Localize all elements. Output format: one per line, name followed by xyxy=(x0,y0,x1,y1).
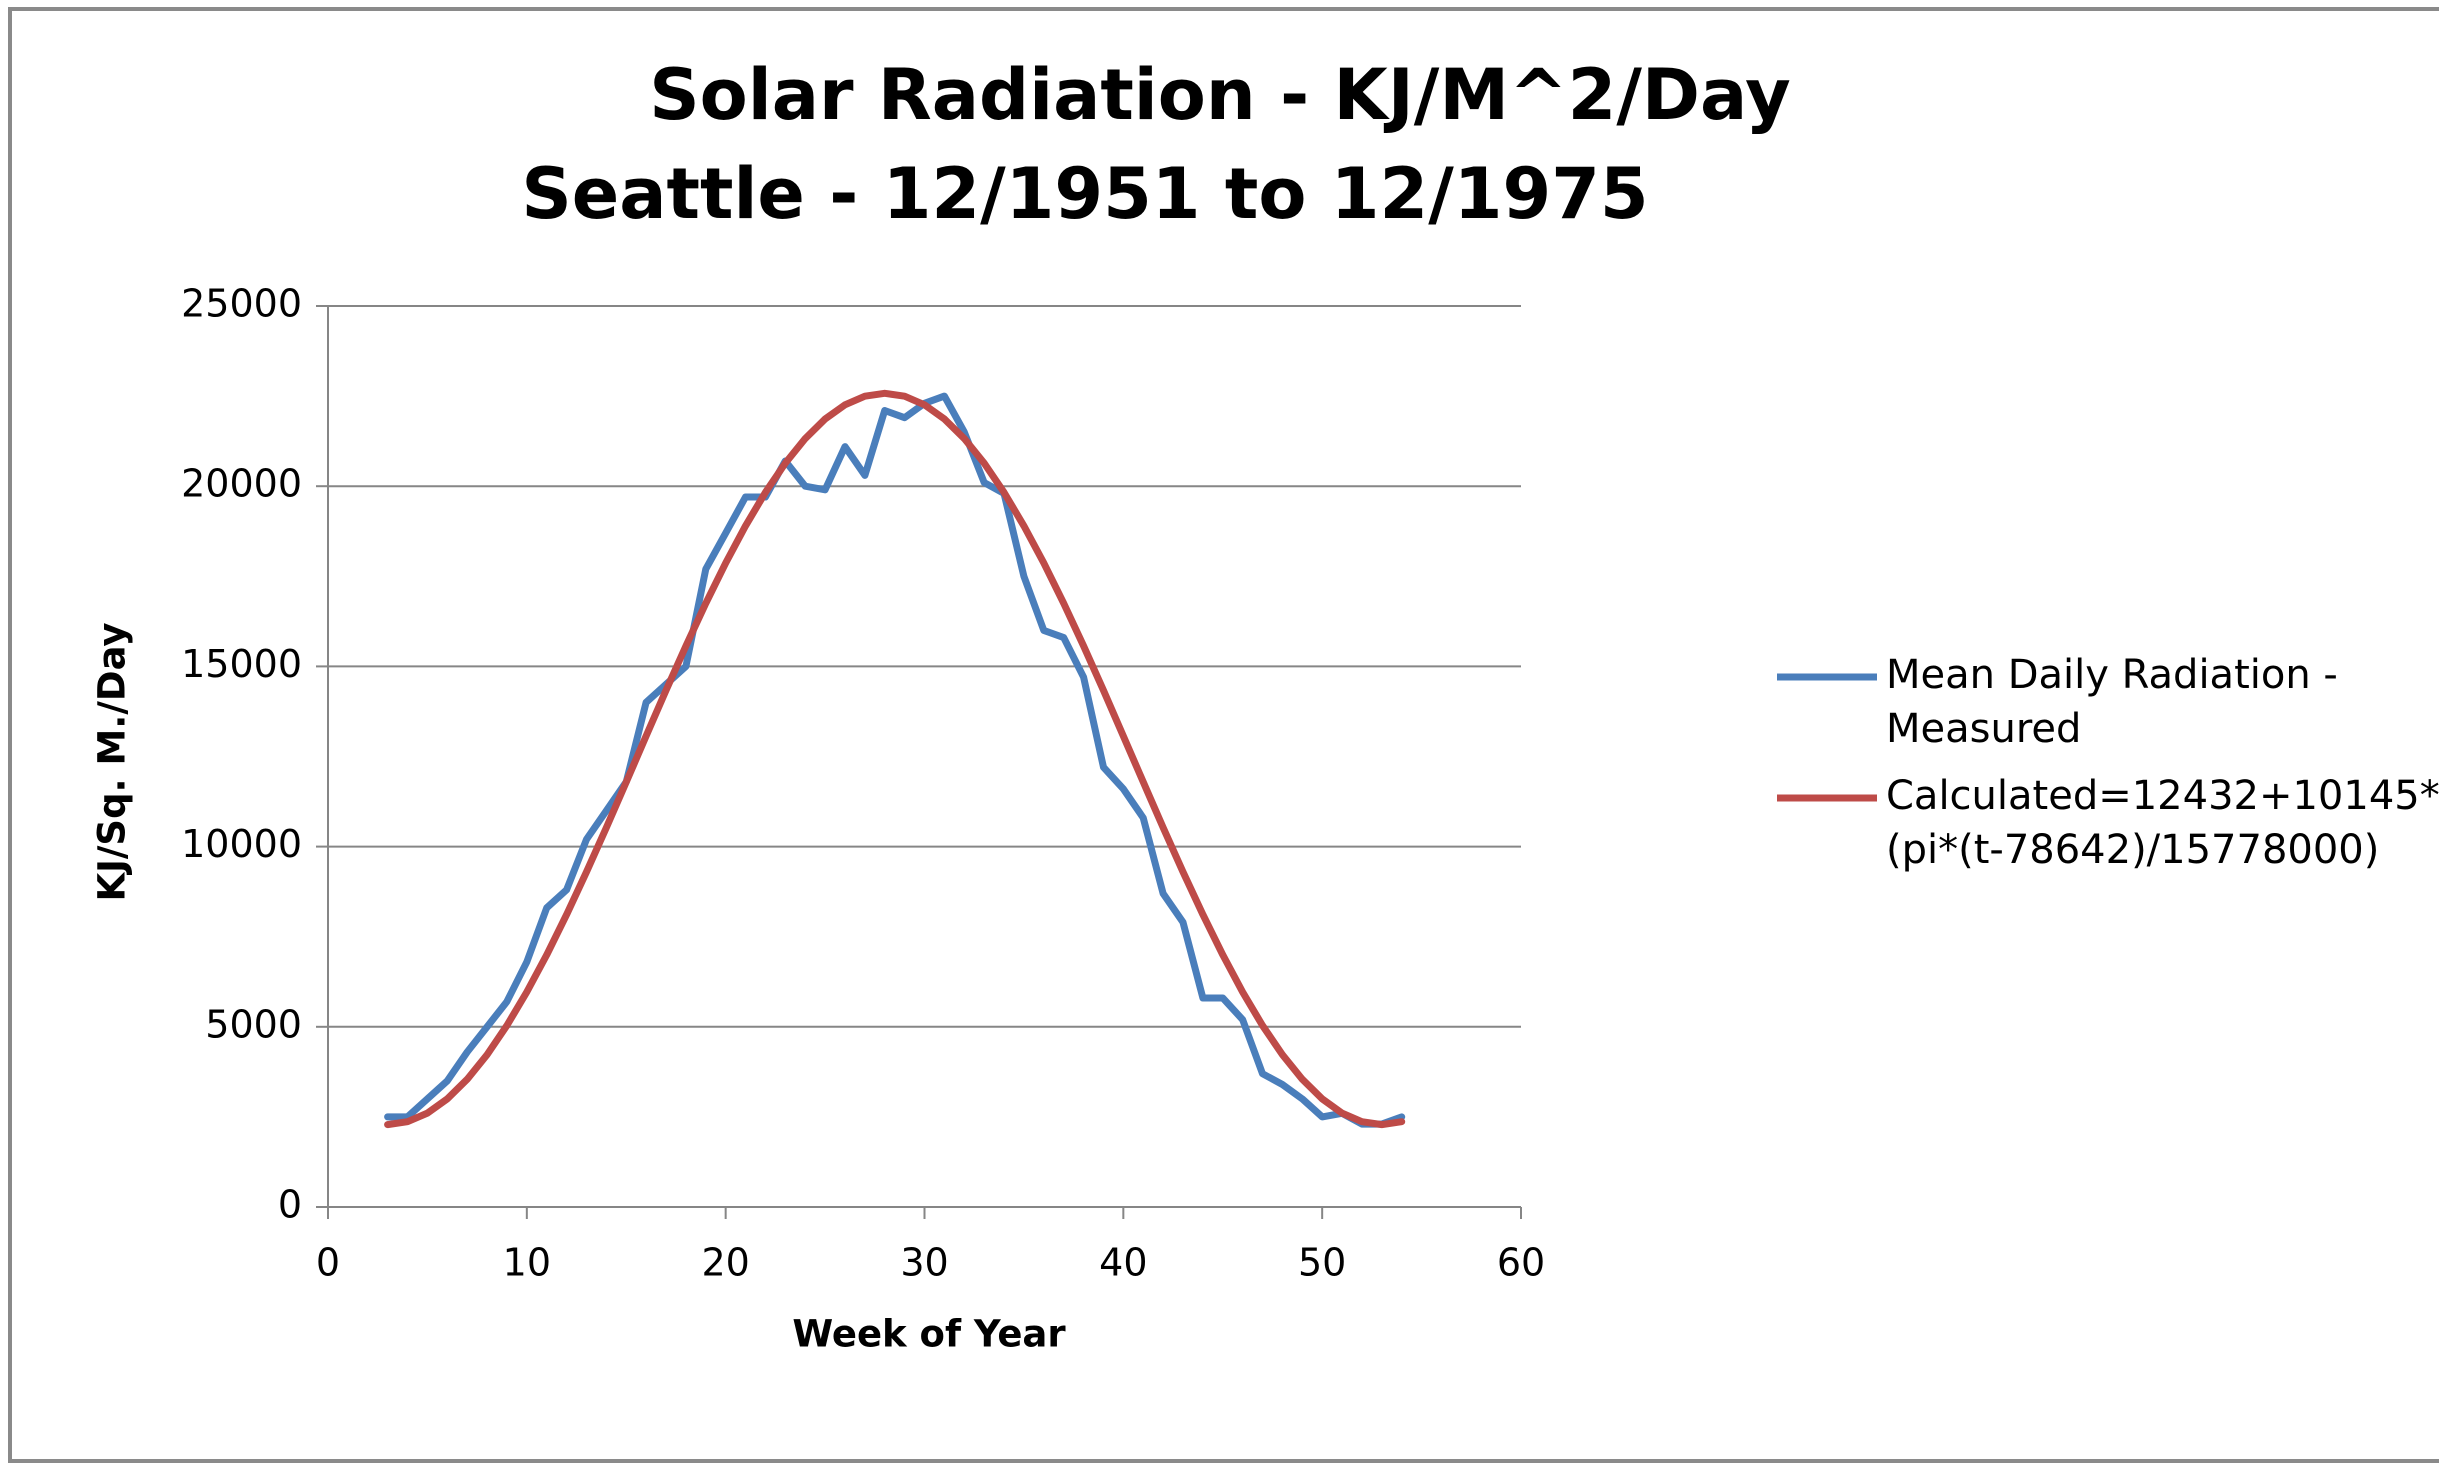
series-line xyxy=(384,389,1406,1129)
x-axis-title: Week of Year xyxy=(792,1313,1066,1356)
y-tick-label: 25000 xyxy=(181,282,302,326)
y-tick-label: 20000 xyxy=(181,462,302,506)
x-tick-label: 20 xyxy=(701,1241,749,1285)
legend-label: Calculated=12432+10145*sin(pi*(t-78642)/… xyxy=(1886,773,2439,873)
y-axis-title: KJ/Sq. M./Day xyxy=(91,622,134,901)
x-tick-label: 60 xyxy=(1497,1241,1545,1285)
chart-subtitle: Seattle - 12/1951 to 12/1975 xyxy=(521,153,1648,235)
chart-frame xyxy=(8,7,2439,1463)
y-tick-label: 15000 xyxy=(181,642,302,686)
x-tick-label: 10 xyxy=(503,1241,551,1285)
x-tick-label: 30 xyxy=(900,1241,948,1285)
y-tick-label: 0 xyxy=(278,1183,302,1227)
legend-entry: Calculated=12432+10145*sin(pi*(t-78642)/… xyxy=(1886,773,2439,873)
chart-title: Solar Radiation - KJ/M^2/Day xyxy=(649,54,1791,136)
series-line xyxy=(384,392,1406,1128)
y-tick-label: 10000 xyxy=(181,822,302,866)
x-tick-label: 50 xyxy=(1298,1241,1346,1285)
legend-label: Mean Daily Radiation - Measured xyxy=(1886,652,2338,752)
x-tick-label: 40 xyxy=(1099,1241,1147,1285)
x-tick-label: 0 xyxy=(316,1241,340,1285)
legend-entry: Mean Daily Radiation - Measured xyxy=(1886,652,2338,752)
y-tick-label: 5000 xyxy=(205,1002,302,1046)
